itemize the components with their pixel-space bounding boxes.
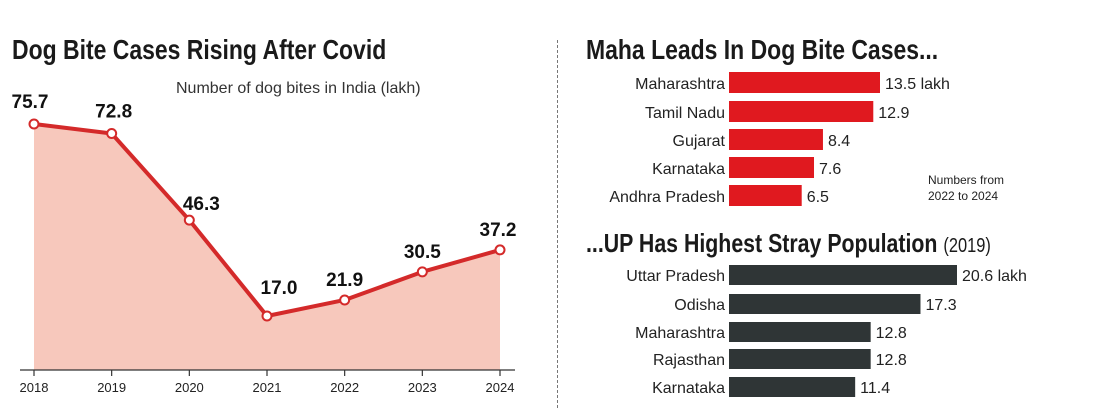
top-bar (729, 185, 802, 206)
bottom-value-label: 12.8 (876, 325, 907, 342)
x-tick-label: 2019 (97, 380, 126, 395)
data-label: 46.3 (183, 194, 220, 215)
bottom-category-label: Rajasthan (653, 352, 725, 369)
data-label: 17.0 (261, 278, 298, 299)
data-label: 21.9 (326, 270, 363, 291)
bottom-bar (729, 377, 856, 397)
top-category-label: Karnataka (652, 161, 725, 178)
x-tick-label: 2020 (175, 380, 204, 395)
top-value-label: 6.5 (807, 189, 829, 206)
bottom-value-label: 11.4 (860, 380, 890, 397)
top-bar (729, 157, 815, 178)
data-point (494, 244, 506, 256)
bar-chart-note: Numbers from 2022 to 2024 (928, 172, 1004, 204)
note-line-1: Numbers from (928, 173, 1005, 187)
bar-chart-bottom-title-suffix: (2019) (943, 235, 991, 257)
top-bar (729, 101, 874, 122)
bottom-category-label: Odisha (674, 297, 725, 314)
top-bar (729, 72, 880, 93)
line-chart-subtitle: Number of dog bites in India (lakh) (176, 80, 421, 97)
top-category-label: Gujarat (673, 133, 726, 150)
x-tick-label: 2022 (330, 380, 359, 395)
top-category-label: Maharashtra (635, 76, 725, 93)
data-point (183, 214, 195, 226)
bottom-category-label: Uttar Pradesh (626, 268, 725, 285)
top-value-label: 7.6 (819, 161, 841, 178)
x-tick-label: 2023 (408, 380, 437, 395)
bottom-category-label: Maharashtra (635, 325, 725, 342)
bottom-value-label: 12.8 (876, 352, 907, 369)
data-label: 72.8 (95, 101, 132, 122)
bottom-bar (729, 265, 957, 285)
top-category-label: Tamil Nadu (645, 105, 725, 122)
bottom-bar (729, 322, 871, 342)
data-point (28, 118, 40, 130)
note-line-2: 2022 to 2024 (928, 189, 999, 203)
bar-chart-bottom-title-main: ...UP Has Highest Stray Population (586, 228, 938, 258)
bottom-bar (729, 349, 871, 369)
bottom-bar (729, 294, 921, 314)
line-chart-title: Dog Bite Cases Rising After Covid (12, 34, 387, 65)
panel-divider (557, 40, 558, 408)
bar-chart-bottom-title: ...UP Has Highest Stray Population (2019… (586, 228, 991, 259)
bottom-value-label: 17.3 (925, 297, 956, 314)
bottom-category-label: Karnataka (652, 380, 725, 397)
data-label: 30.5 (404, 242, 441, 263)
top-bar (729, 129, 823, 150)
x-tick-label: 2018 (20, 380, 49, 395)
data-point (106, 127, 118, 139)
top-category-label: Andhra Pradesh (609, 189, 725, 206)
x-tick-label: 2024 (486, 380, 515, 395)
data-label: 37.2 (480, 220, 517, 241)
data-point (339, 294, 351, 306)
data-label: 75.7 (12, 92, 49, 113)
data-point (261, 310, 273, 322)
data-point (416, 266, 428, 278)
area-fill (34, 124, 500, 370)
top-value-label: 13.5 lakh (885, 76, 950, 93)
x-tick-label: 2021 (253, 380, 282, 395)
top-value-label: 12.9 (878, 105, 909, 122)
bar-chart-top-title: Maha Leads In Dog Bite Cases... (586, 34, 939, 65)
bottom-value-label: 20.6 lakh (962, 268, 1027, 285)
top-value-label: 8.4 (828, 133, 850, 150)
